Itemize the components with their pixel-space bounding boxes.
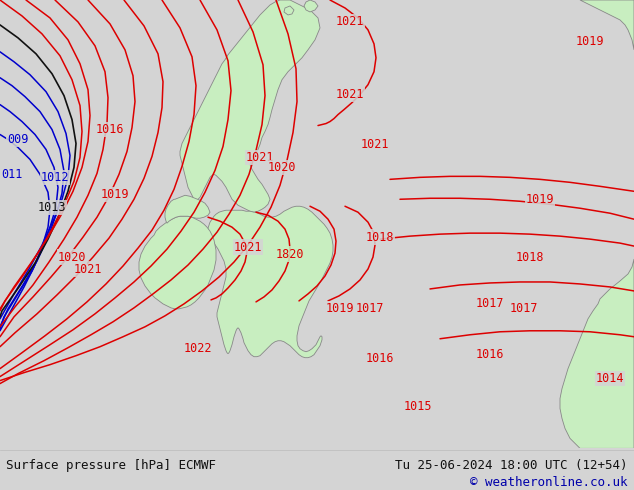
Text: 1021: 1021 [234,241,262,254]
Text: 1016: 1016 [476,348,504,361]
Text: 1820: 1820 [276,247,304,261]
Text: 1021: 1021 [336,88,365,101]
Text: 1016: 1016 [96,123,124,136]
Text: 1019: 1019 [576,35,604,49]
Text: 1021: 1021 [336,15,365,28]
Text: 1014: 1014 [596,372,624,385]
Text: 1018: 1018 [515,250,544,264]
Text: 1013: 1013 [38,201,66,214]
Text: 1019: 1019 [526,193,554,206]
Text: 1017: 1017 [356,302,384,316]
Polygon shape [208,206,333,358]
Text: 1017: 1017 [476,297,504,310]
Polygon shape [560,259,634,448]
Text: 1021: 1021 [74,263,102,275]
Polygon shape [284,6,294,15]
Text: 1021: 1021 [246,151,275,164]
Text: 1018: 1018 [366,231,394,244]
Polygon shape [580,0,634,50]
Text: Surface pressure [hPa] ECMWF: Surface pressure [hPa] ECMWF [6,459,216,471]
Text: 1020: 1020 [268,161,296,174]
Text: 1019: 1019 [326,302,354,316]
Text: 011: 011 [1,168,23,181]
Text: 1019: 1019 [101,188,129,201]
Text: 1015: 1015 [404,400,432,413]
Text: 1020: 1020 [58,250,86,264]
Text: 1017: 1017 [510,302,538,316]
Polygon shape [180,0,320,212]
Polygon shape [304,0,318,12]
Polygon shape [165,196,210,223]
Text: 1022: 1022 [184,342,212,355]
Text: 1021: 1021 [361,138,389,151]
Text: Tu 25-06-2024 18:00 UTC (12+54): Tu 25-06-2024 18:00 UTC (12+54) [395,459,628,471]
Text: © weatheronline.co.uk: © weatheronline.co.uk [470,476,628,489]
Text: 1012: 1012 [41,171,69,184]
Text: 009: 009 [8,133,29,146]
Polygon shape [139,216,216,309]
Text: 1016: 1016 [366,352,394,365]
